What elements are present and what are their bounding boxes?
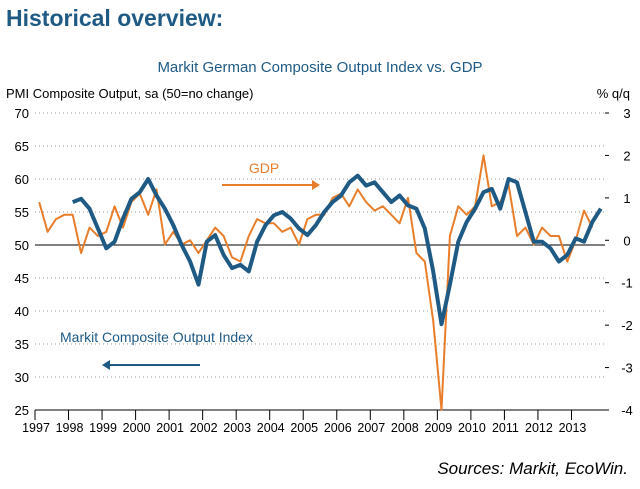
- x-tick-label: 2003: [223, 421, 251, 435]
- y-tick-label: 65: [15, 139, 29, 154]
- y2-tick-label: -3: [621, 361, 633, 376]
- y2-tick-label: 3: [623, 106, 630, 121]
- x-tick-label: 2002: [190, 421, 218, 435]
- x-tick-label: 2005: [290, 421, 318, 435]
- x-tick-label: 2004: [257, 421, 285, 435]
- x-tick-label: 2012: [525, 421, 553, 435]
- x-tick-label: 1999: [89, 421, 117, 435]
- gdp-arrowhead: [312, 180, 320, 190]
- y2-tick-label: -2: [621, 318, 633, 333]
- x-tick-label: 1998: [56, 421, 84, 435]
- y2-axis-label: % q/q: [597, 86, 630, 101]
- x-tick-label: 2009: [424, 421, 452, 435]
- x-tick-label: 2006: [324, 421, 352, 435]
- y2-tick-label: 1: [623, 191, 630, 206]
- y2-tick-label: -1: [621, 276, 633, 291]
- x-tick-label: 2000: [123, 421, 151, 435]
- y-tick-label: 45: [15, 271, 29, 286]
- x-tick-label: 2001: [156, 421, 184, 435]
- page-title: Historical overview:: [6, 5, 223, 31]
- pmi-arrowhead: [102, 360, 110, 370]
- x-tick-label: 1997: [22, 421, 50, 435]
- x-tick-label: 2010: [458, 421, 486, 435]
- x-tick-label: 2007: [357, 421, 385, 435]
- pmi-annotation: Markit Composite Output Index: [60, 329, 253, 345]
- y2-tick-label: 2: [623, 148, 630, 163]
- series-line: [71, 173, 603, 327]
- y-axis-label: PMI Composite Output, sa (50=no change): [6, 86, 254, 101]
- y-tick-label: 55: [15, 205, 29, 220]
- y-tick-label: 30: [15, 370, 29, 385]
- y-tick-label: 70: [15, 106, 29, 121]
- y-tick-label: 35: [15, 337, 29, 352]
- gdp-annotation: GDP: [249, 160, 279, 176]
- x-tick-label: 2011: [492, 421, 519, 435]
- x-tick-label: 2013: [559, 421, 587, 435]
- y-tick-label: 50: [15, 238, 29, 253]
- y-tick-label: 25: [15, 403, 29, 418]
- x-tick-label: 2008: [391, 421, 419, 435]
- chart-title: Markit German Composite Output Index vs.…: [157, 59, 482, 76]
- y2-tick-label: 0: [623, 233, 630, 248]
- y-tick-label: 60: [15, 172, 29, 187]
- series-line: [38, 154, 594, 411]
- y-tick-label: 40: [15, 304, 29, 319]
- y2-tick-label: -4: [621, 403, 633, 418]
- source-note: Sources: Markit, EcoWin.: [437, 459, 628, 478]
